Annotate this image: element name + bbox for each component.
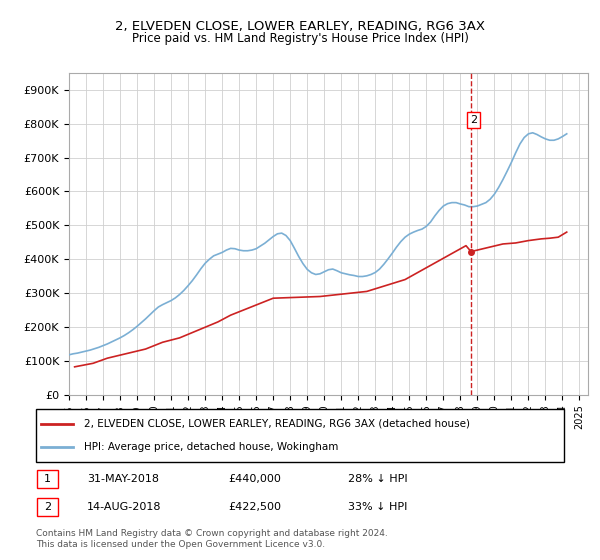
Text: £422,500: £422,500 — [228, 502, 281, 512]
Text: 14-AUG-2018: 14-AUG-2018 — [87, 502, 161, 512]
Text: 28% ↓ HPI: 28% ↓ HPI — [348, 474, 407, 484]
Text: 2, ELVEDEN CLOSE, LOWER EARLEY, READING, RG6 3AX: 2, ELVEDEN CLOSE, LOWER EARLEY, READING,… — [115, 20, 485, 32]
FancyBboxPatch shape — [36, 409, 564, 462]
Text: Price paid vs. HM Land Registry's House Price Index (HPI): Price paid vs. HM Land Registry's House … — [131, 32, 469, 45]
Text: Contains HM Land Registry data © Crown copyright and database right 2024.
This d: Contains HM Land Registry data © Crown c… — [36, 529, 388, 549]
FancyBboxPatch shape — [37, 498, 58, 516]
Text: 2: 2 — [470, 115, 477, 125]
Text: HPI: Average price, detached house, Wokingham: HPI: Average price, detached house, Woki… — [83, 442, 338, 452]
Text: £440,000: £440,000 — [228, 474, 281, 484]
FancyBboxPatch shape — [37, 470, 58, 488]
Text: 1: 1 — [44, 474, 51, 484]
Text: 2: 2 — [44, 502, 51, 512]
Text: 33% ↓ HPI: 33% ↓ HPI — [348, 502, 407, 512]
Text: 2, ELVEDEN CLOSE, LOWER EARLEY, READING, RG6 3AX (detached house): 2, ELVEDEN CLOSE, LOWER EARLEY, READING,… — [83, 419, 470, 429]
Text: 31-MAY-2018: 31-MAY-2018 — [87, 474, 159, 484]
